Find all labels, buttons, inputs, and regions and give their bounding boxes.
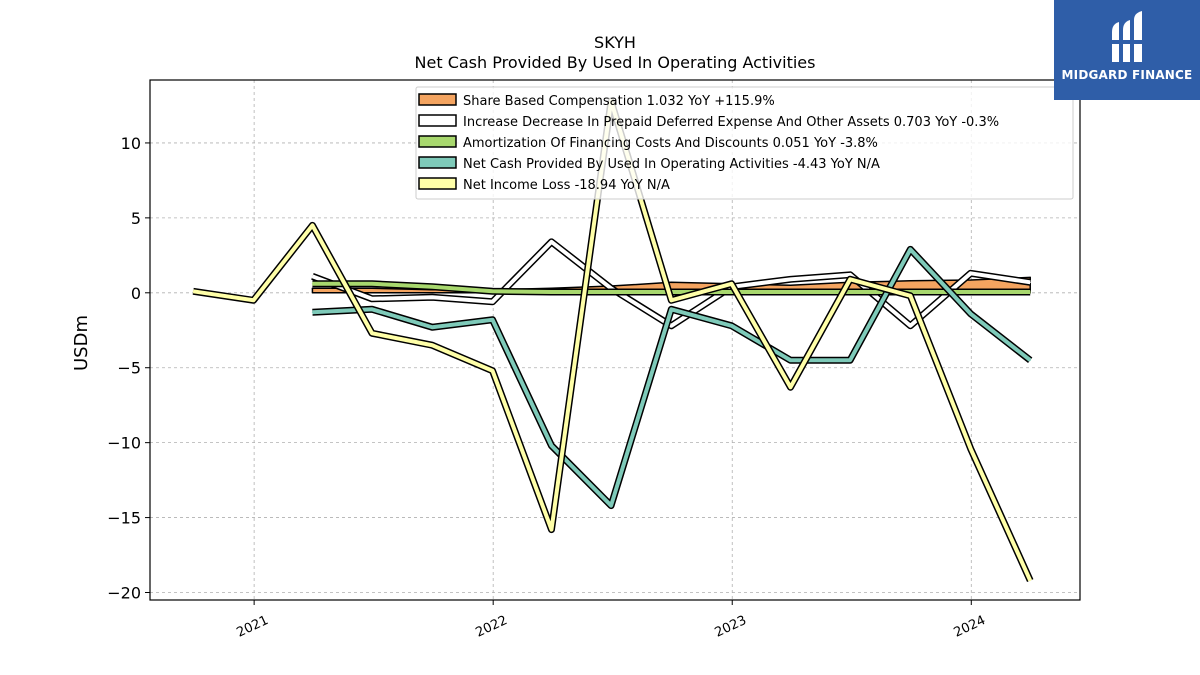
axes-frame: [149, 79, 1081, 601]
y-tick-label: −15: [107, 509, 141, 528]
data-point: [789, 284, 792, 286]
data-point: [670, 299, 672, 301]
data-point: [610, 291, 612, 293]
grid: [150, 80, 1080, 600]
data-point: [311, 275, 314, 277]
data-point: [550, 445, 553, 447]
data-point: [1029, 579, 1031, 582]
data-point: [1029, 359, 1031, 361]
data-point: [371, 283, 373, 285]
data-point: [730, 291, 733, 293]
legend-label: Net Cash Provided By Used In Operating A…: [463, 157, 880, 172]
logo-mark-icon: [1110, 11, 1144, 62]
data-point: [252, 299, 255, 301]
data-point: [550, 241, 553, 243]
data-point: [371, 287, 373, 289]
data-point: [909, 280, 911, 282]
legend-swatch: [418, 177, 457, 190]
data-point: [311, 311, 314, 313]
legend-box: [415, 86, 1074, 200]
data-point: [1029, 291, 1031, 293]
legend-swatch: [418, 135, 457, 148]
data-point: [970, 313, 972, 315]
data-point: [670, 281, 672, 283]
brand-logo: MIDGARD FINANCE: [1054, 0, 1200, 100]
x-tick-label: 2023: [713, 613, 749, 641]
brand-name: MIDGARD FINANCE: [1061, 68, 1193, 82]
legend-swatch: [418, 93, 457, 106]
data-point: [970, 272, 972, 274]
data-point: [491, 290, 494, 292]
y-tick-label: 5: [131, 209, 141, 228]
data-point: [909, 295, 911, 297]
series-net-cash-provided-by-used-in-operating-activities: [311, 245, 1033, 510]
data-point: [491, 319, 494, 321]
legend-label: Net Income Loss -18.94 YoY N/A: [463, 178, 670, 193]
y-tick-label: −10: [107, 434, 141, 453]
data-point: [1029, 276, 1031, 278]
data-point: [371, 308, 373, 310]
x-tick-label: 2021: [234, 613, 270, 641]
x-tick-label: 2022: [474, 613, 510, 641]
data-point: [431, 286, 433, 288]
data-point: [192, 290, 194, 292]
data-point: [730, 283, 733, 285]
x-tick-label: 2024: [952, 613, 988, 641]
data-point: [371, 298, 373, 300]
data-point: [849, 274, 851, 276]
data-point: [789, 359, 792, 361]
chart-title: SKYH: [594, 33, 636, 52]
data-point: [550, 291, 553, 293]
data-point: [431, 296, 433, 298]
data-point: [431, 344, 433, 346]
y-axis: 10 5 0 −5 −10 −15 −20: [107, 134, 150, 603]
legend-label: Increase Decrease In Prepaid Deferred Ex…: [463, 115, 999, 130]
legend-swatch: [418, 114, 457, 127]
data-point: [1029, 281, 1031, 283]
data-point: [311, 287, 314, 289]
data-point: [311, 283, 314, 285]
data-point: [610, 504, 612, 507]
chart-subtitle: Net Cash Provided By Used In Operating A…: [415, 53, 816, 72]
data-point: [970, 279, 972, 281]
data-point: [909, 248, 911, 250]
y-tick-label: 10: [121, 134, 141, 153]
data-point: [789, 291, 792, 293]
data-point: [970, 291, 972, 293]
data-point: [670, 325, 672, 327]
y-tick-label: −5: [117, 359, 141, 378]
data-point: [789, 278, 792, 280]
legend-swatch: [418, 156, 457, 169]
data-point: [849, 278, 851, 280]
data-point: [789, 386, 792, 388]
legend-label: Share Based Compensation 1.032 YoY +115.…: [463, 94, 775, 109]
data-point: [909, 325, 911, 327]
data-point: [431, 326, 433, 328]
data-point: [730, 325, 733, 327]
legend: Share Based Compensation 1.032 YoY +115.…: [415, 86, 1074, 200]
data-point: [371, 332, 373, 334]
x-axis: 2021 2022 2023 2024: [234, 600, 988, 641]
data-point: [849, 359, 851, 361]
data-point: [491, 370, 494, 372]
data-point: [970, 448, 972, 450]
y-tick-label: −20: [107, 584, 141, 603]
y-tick-label: 0: [131, 284, 141, 303]
data-point: [670, 308, 672, 310]
data-point: [550, 528, 553, 531]
data-point: [491, 301, 494, 303]
data-point: [311, 224, 314, 226]
data-point: [849, 291, 851, 293]
y-axis-label: USDm: [71, 315, 92, 371]
legend-label: Amortization Of Financing Costs And Disc…: [463, 136, 878, 151]
